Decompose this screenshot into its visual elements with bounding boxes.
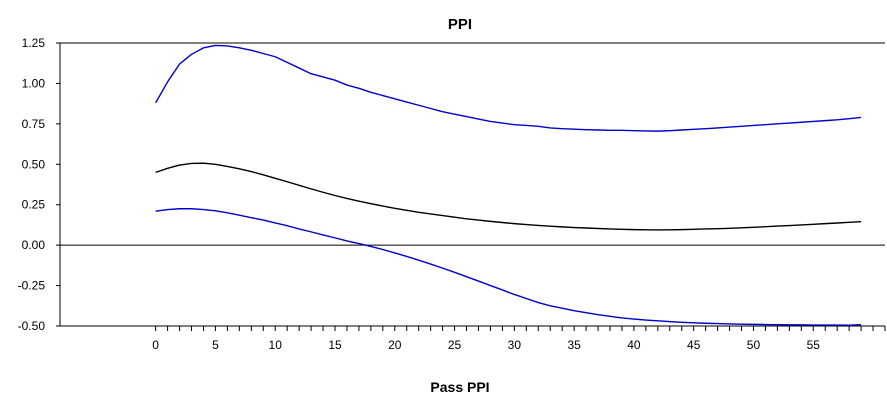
y-tick-label: -0.50: [18, 319, 46, 333]
x-tick-label: 55: [807, 338, 821, 352]
x-tick-label: 45: [687, 338, 701, 352]
x-tick-label: 35: [567, 338, 581, 352]
x-axis: 0 5 10 15 20 25 30 35 40 45 50 55: [152, 326, 886, 352]
y-tick-label: 0.75: [22, 117, 46, 131]
y-tick-label: 1.00: [22, 76, 46, 90]
y-tick-label: 1.25: [22, 36, 46, 50]
y-tick-label: 0.25: [22, 198, 46, 212]
x-tick-label: 25: [448, 338, 462, 352]
x-tick-label: 0: [152, 338, 159, 352]
series-lower-line: [155, 208, 862, 326]
x-tick-label: 40: [627, 338, 641, 352]
series-center-line: [155, 162, 862, 231]
series-upper-line: [155, 44, 862, 132]
series-group: [155, 44, 862, 326]
y-tick-label: 0.50: [22, 157, 46, 171]
x-tick-label: 10: [269, 338, 283, 352]
x-tick-label: 5: [212, 338, 219, 352]
x-tick-label: 20: [388, 338, 402, 352]
x-axis-label: Pass PPI: [430, 379, 489, 395]
chart-title: PPI: [448, 16, 472, 33]
y-axis: 1.25 1.00 0.75 0.50 0.25 0.00 -0.25 -0.50: [18, 36, 61, 333]
x-tick-label: 30: [508, 338, 522, 352]
x-tick-label: 15: [328, 338, 342, 352]
y-tick-label: 0.00: [22, 238, 46, 252]
plot-frame: [60, 42, 885, 327]
x-tick-label: 50: [747, 338, 761, 352]
y-tick-label: -0.25: [18, 279, 46, 293]
